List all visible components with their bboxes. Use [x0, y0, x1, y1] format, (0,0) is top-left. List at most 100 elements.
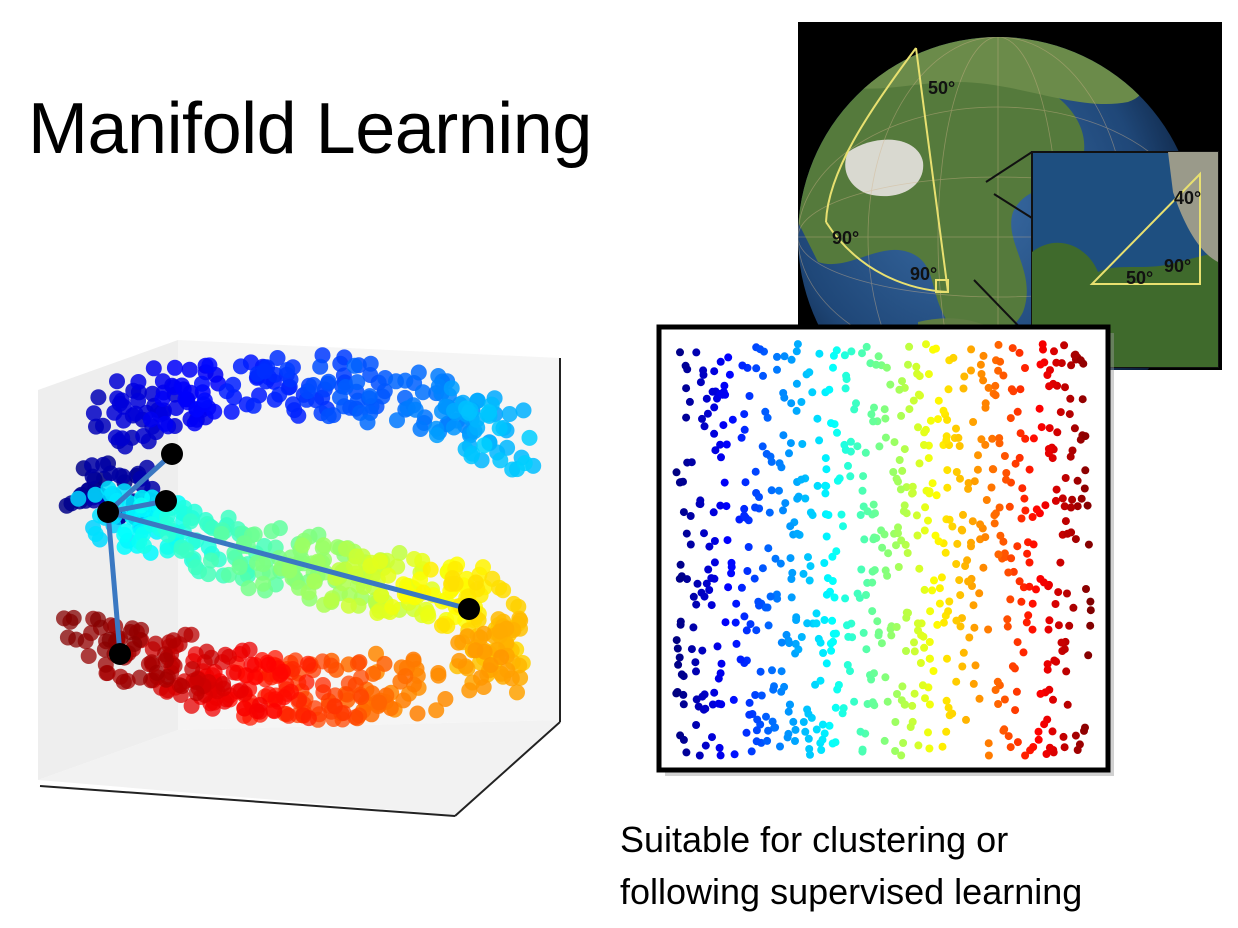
scatter-point: [1063, 700, 1072, 709]
scatter-point: [213, 526, 230, 542]
scatter-point: [692, 348, 701, 357]
scatter-point: [937, 573, 946, 582]
scatter-point: [839, 704, 848, 713]
scatter-point: [780, 393, 789, 402]
scatter-point: [847, 347, 856, 356]
scatter-point: [320, 408, 337, 425]
scatter-point: [977, 435, 986, 444]
scatter-point: [819, 649, 828, 657]
scatter-point: [1021, 506, 1030, 515]
scatter-point: [862, 645, 871, 654]
scatter-point: [1063, 589, 1071, 598]
scatter-point: [260, 656, 277, 673]
inset-urban: [1168, 152, 1218, 262]
scatter-point: [503, 670, 520, 687]
caption: Suitable for clustering or following sup…: [620, 814, 1220, 918]
inset-angle-right: 90°: [1164, 256, 1191, 276]
scatter-point: [788, 568, 797, 577]
scatter-point: [1086, 621, 1095, 630]
scatter-point: [1012, 687, 1021, 696]
unrolled-2d-embedding: [656, 324, 1114, 776]
scatter-point: [752, 364, 761, 373]
scatter-point: [943, 466, 952, 475]
scatter-point: [910, 689, 919, 698]
scatter-point: [926, 607, 935, 616]
scatter-point: [410, 364, 427, 381]
scatter-point: [1021, 751, 1030, 760]
scatter-point: [682, 413, 691, 422]
scatter-point: [873, 617, 882, 626]
scatter-point: [95, 456, 112, 473]
scatter-point: [781, 499, 790, 508]
scatter-point: [409, 705, 426, 722]
scatter-point: [850, 697, 859, 706]
graph-edge: [105, 511, 123, 655]
scatter-point: [840, 351, 849, 360]
scatter-point: [839, 522, 847, 531]
scatter-point: [903, 549, 912, 557]
scatter-point: [891, 747, 900, 755]
scatter-point: [769, 685, 778, 694]
scatter-point: [1052, 485, 1061, 494]
scatter-point: [87, 486, 104, 503]
scatter-point: [59, 629, 76, 646]
scatter-point: [353, 669, 369, 686]
scatter-point: [787, 575, 796, 583]
scatter-point: [820, 729, 829, 738]
scatter-point: [821, 454, 830, 463]
scatter-point: [246, 526, 263, 543]
scatter-point: [863, 507, 872, 516]
scatter-point: [323, 592, 340, 609]
scatter-point: [1045, 382, 1054, 391]
scatter-point: [679, 508, 688, 517]
scatter-point: [815, 436, 824, 445]
scatter-point: [1002, 469, 1011, 477]
scatter-point: [1034, 727, 1043, 736]
scatter-point: [988, 434, 997, 443]
scatter-point: [736, 655, 745, 664]
scatter-point: [767, 486, 776, 495]
scatter-point: [803, 705, 812, 714]
scatter-point: [995, 434, 1004, 443]
scatter-point: [768, 666, 776, 675]
scatter-point: [898, 466, 907, 475]
scatter-point: [912, 362, 921, 371]
scatter-point: [203, 552, 219, 569]
scatter-point: [115, 673, 132, 690]
scatter-point: [832, 547, 841, 556]
scatter-point: [451, 652, 468, 669]
scatter-point: [886, 380, 895, 389]
scatter-point: [732, 639, 741, 648]
scatter-point: [909, 396, 918, 405]
scatter-point: [181, 361, 198, 378]
scatter-point: [984, 751, 993, 760]
scatter-point: [979, 351, 988, 360]
scatter-point: [962, 715, 970, 724]
roll-point-cloud: [56, 347, 542, 728]
scatter-point: [1015, 453, 1024, 462]
scatter-point: [967, 542, 975, 551]
scatter-point: [952, 424, 960, 433]
scatter-point: [805, 576, 814, 585]
scatter-point: [722, 440, 731, 449]
scatter-point: [285, 396, 301, 413]
scatter-point: [829, 637, 837, 646]
scatter-point: [858, 349, 866, 358]
scatter-point: [672, 468, 681, 477]
graph-node: [161, 443, 183, 465]
scatter-point: [127, 405, 144, 422]
scatter-point: [1062, 667, 1071, 676]
scatter-point: [943, 654, 951, 663]
scatter-point: [1032, 505, 1041, 514]
scatter-point: [874, 352, 883, 361]
scatter-point: [740, 511, 749, 520]
scatter-point: [223, 403, 240, 420]
scatter-point: [786, 439, 795, 448]
scatter-point: [902, 647, 910, 655]
scatter-point: [70, 490, 87, 507]
scatter-point: [901, 700, 910, 709]
continent-landmass: [798, 63, 1085, 341]
scatter-point: [910, 647, 919, 656]
scatter-point: [716, 357, 725, 366]
scatter-point: [1081, 723, 1089, 732]
